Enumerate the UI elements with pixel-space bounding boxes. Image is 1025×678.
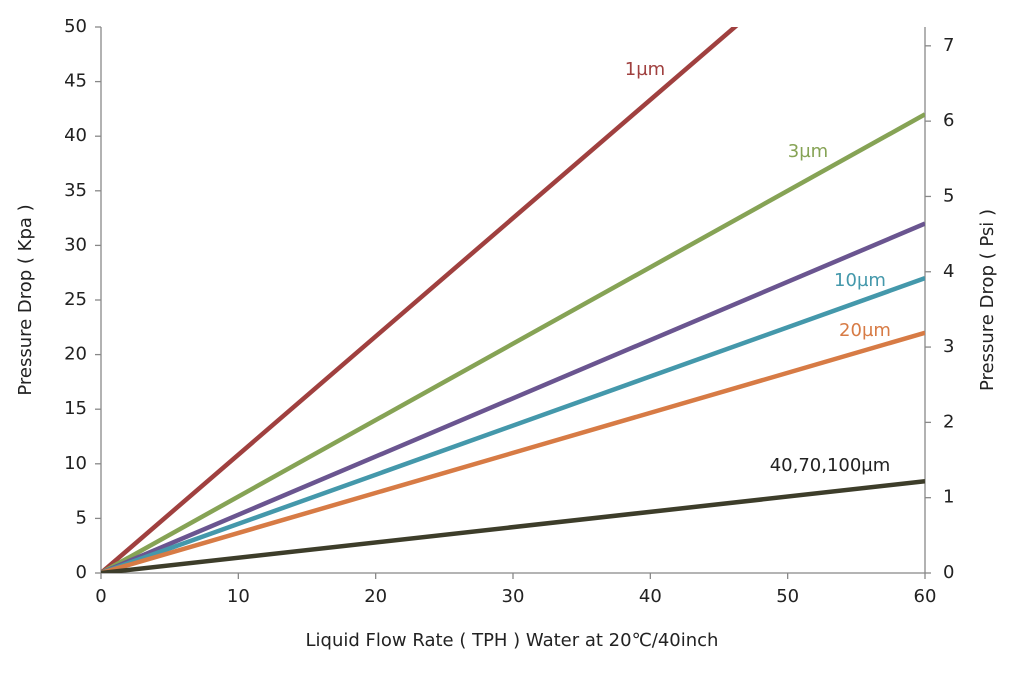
x-tick-label: 0 <box>95 586 106 607</box>
x-tick-label: 40 <box>639 586 662 607</box>
y-axis-label: Pressure Drop ( Kpa ) <box>15 204 36 395</box>
series-line <box>101 112 925 573</box>
y2-tick-label: 7 <box>943 35 954 56</box>
y-tick-label: 50 <box>64 16 87 37</box>
series-label: 10µm <box>834 270 886 291</box>
y-tick-label: 40 <box>64 125 87 146</box>
series-label: 1µm <box>625 59 665 80</box>
y-tick-label: 35 <box>64 180 87 201</box>
y-tick-label: 20 <box>64 344 87 365</box>
plot-lines <box>101 27 925 573</box>
series-line <box>101 221 925 573</box>
y-tick-label: 0 <box>76 562 87 583</box>
series-label: 20µm <box>839 320 891 341</box>
x-tick-label: 20 <box>364 586 387 607</box>
y-tick-label: 30 <box>64 234 87 255</box>
y2-tick-label: 2 <box>943 411 954 432</box>
x-tick-label: 50 <box>776 586 799 607</box>
x-tick-label: 30 <box>502 586 525 607</box>
y-tick-label: 45 <box>64 71 87 92</box>
series-line <box>101 276 925 573</box>
y2-tick-label: 0 <box>943 562 954 583</box>
y2-tick-label: 5 <box>943 185 954 206</box>
y2-axis-label: Pressure Drop ( Psi ) <box>977 209 998 391</box>
series-label: 3µm <box>788 141 828 162</box>
y-tick-label: 10 <box>64 453 87 474</box>
y2-tick-label: 4 <box>943 261 954 282</box>
y-tick-label: 15 <box>64 398 87 419</box>
series-line <box>101 27 739 573</box>
series-label: 40,70,100µm <box>770 455 891 476</box>
y2-tick-label: 6 <box>943 110 954 131</box>
y-tick-label: 5 <box>76 507 87 528</box>
y2-tick-label: 3 <box>943 336 954 357</box>
series-line <box>101 479 925 573</box>
x-axis-label: Liquid Flow Rate ( TPH ) Water at 20℃/40… <box>306 630 719 651</box>
series-line <box>101 330 925 573</box>
y-tick-label: 25 <box>64 289 87 310</box>
y2-tick-label: 1 <box>943 487 954 508</box>
x-tick-label: 60 <box>914 586 937 607</box>
x-tick-label: 10 <box>227 586 250 607</box>
